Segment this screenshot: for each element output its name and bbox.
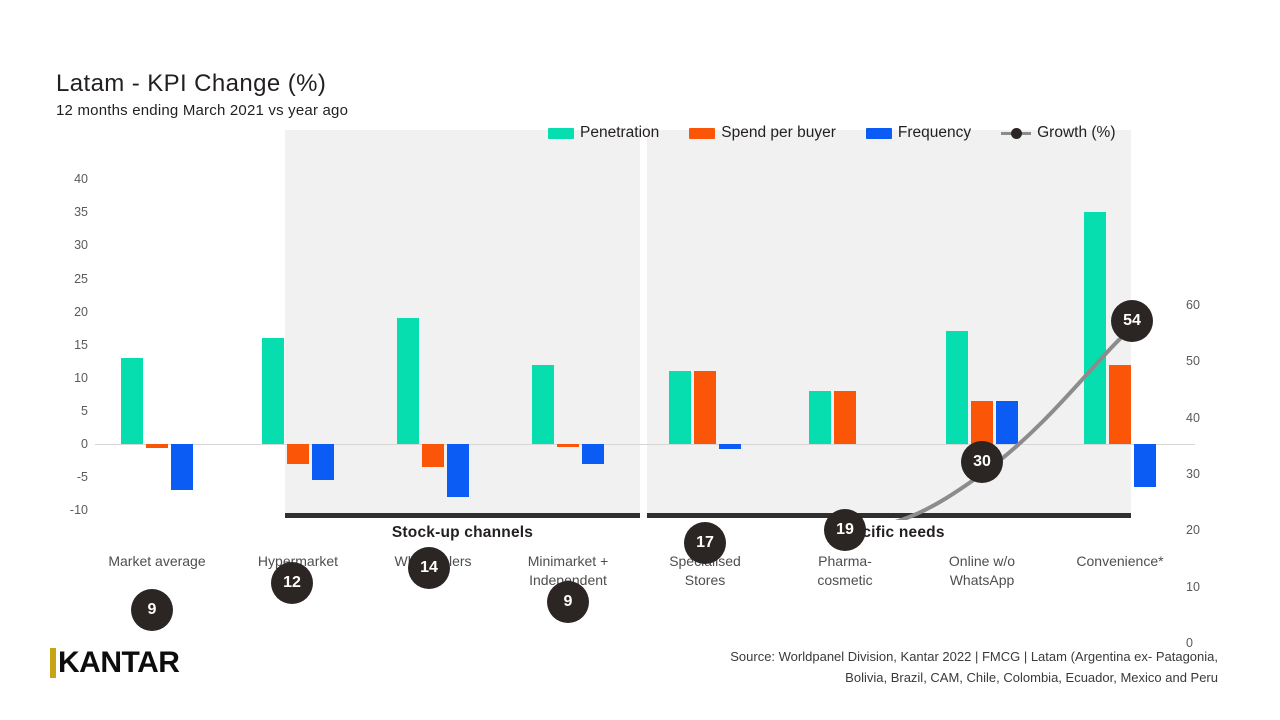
- legend-swatch-penetration: [548, 127, 574, 139]
- left-axis-tick-10: 10: [74, 370, 88, 385]
- left-axis-tick-5: 5: [81, 403, 88, 418]
- bar-frequency-3[interactable]: [582, 444, 604, 464]
- category-label-pharma-cosmetic: Pharma-cosmetic: [770, 552, 920, 590]
- left-axis-tick-0: 0: [81, 437, 88, 451]
- bar-spend-per-buyer-5[interactable]: [834, 391, 856, 444]
- bar-penetration-4[interactable]: [669, 371, 691, 444]
- category-label-line: Stores: [684, 572, 726, 588]
- growth-marker-1[interactable]: 12: [271, 562, 313, 605]
- legend-label-penetration: Penetration: [580, 124, 660, 141]
- category-label-line: cosmetic: [817, 572, 873, 588]
- chart-plot-area: 40 35 30 25 20 15 10 5 0 -5 -10 60 50 40 30 20 10 0 9 12 1…: [0, 130, 1280, 649]
- growth-marker-0[interactable]: 9: [131, 589, 173, 632]
- growth-marker-4[interactable]: 17: [684, 522, 726, 565]
- bar-penetration-3[interactable]: [532, 364, 554, 444]
- bar-penetration-1[interactable]: [262, 338, 284, 444]
- legend-item-growth[interactable]: Growth (%): [1001, 124, 1116, 142]
- bar-spend-per-buyer-1[interactable]: [287, 444, 309, 464]
- chart-legend: Penetration Spend per buyer Frequency Gr…: [548, 124, 1116, 142]
- legend-item-penetration[interactable]: Penetration: [548, 124, 659, 142]
- bar-penetration-2[interactable]: [397, 318, 419, 444]
- bar-groups: [0, 130, 1280, 520]
- right-value-axis: 60 50 40 30 20 10 0: [1186, 130, 1232, 649]
- category-label-online-w-o-whatsapp: Online w/o WhatsApp: [907, 552, 1057, 590]
- page-subtitle: 12 months ending March 2021 vs year ago: [56, 102, 349, 119]
- growth-marker-2[interactable]: 14: [408, 547, 450, 590]
- legend-swatch-frequency: [865, 127, 892, 139]
- category-label-minimarket-independent: Minimarket + Independent: [493, 552, 643, 590]
- right-axis-tick-30: 30: [1186, 467, 1200, 481]
- source-note: Source: Worldpanel Division, Kantar 2022…: [618, 646, 1218, 688]
- separator-rule-stock-up: [285, 513, 640, 518]
- zero-baseline: [95, 444, 1195, 445]
- right-axis-tick-50: 50: [1186, 354, 1200, 369]
- bar-spend-per-buyer-7[interactable]: [1109, 364, 1131, 444]
- right-axis-tick-40: 40: [1186, 410, 1200, 425]
- bar-penetration-5[interactable]: [809, 391, 831, 444]
- bar-frequency-4[interactable]: [719, 444, 741, 450]
- category-label-market-average: Market average: [82, 552, 232, 571]
- left-axis-tick-20: 20: [74, 304, 88, 319]
- category-label-line: WhatsApp: [949, 572, 1015, 588]
- bar-spend-per-buyer-4[interactable]: [694, 371, 716, 444]
- growth-marker-6[interactable]: 30: [961, 441, 1003, 483]
- category-label-line: Market average: [108, 553, 206, 569]
- right-axis-tick-10: 10: [1186, 579, 1200, 594]
- right-axis-tick-0: 0: [1186, 636, 1193, 650]
- category-label-line: Minimarket +: [527, 553, 609, 569]
- legend-label-frequency: Frequency: [897, 124, 972, 141]
- left-axis-tick-40: 40: [74, 172, 88, 187]
- legend-line-marker-icon: [1001, 127, 1032, 139]
- legend-swatch-spend-per-buyer: [689, 127, 716, 139]
- left-axis-tick-30: 30: [74, 238, 88, 253]
- bar-spend-per-buyer-0[interactable]: [146, 444, 168, 448]
- category-label-convenience: Convenience*: [1045, 552, 1195, 571]
- growth-marker-3[interactable]: 9: [547, 581, 589, 624]
- left-value-axis: 40 35 30 25 20 15 10 5 0 -5 -10: [42, 130, 88, 520]
- bar-frequency-2[interactable]: [447, 444, 469, 497]
- bar-spend-per-buyer-3[interactable]: [557, 444, 579, 447]
- category-label-hypermarket: Hypermarket: [223, 552, 373, 571]
- category-label-line: Independent: [529, 572, 607, 588]
- right-axis-tick-20: 20: [1186, 523, 1200, 538]
- logo-wordmark: KANTAR: [58, 646, 180, 679]
- left-axis-tick-15: 15: [74, 337, 88, 352]
- category-label-line: Convenience*: [1076, 553, 1164, 569]
- legend-item-spend-per-buyer[interactable]: Spend per buyer: [689, 124, 836, 142]
- category-label-line: Online w/o: [948, 553, 1016, 569]
- logo-accent-bar-icon: [50, 648, 56, 678]
- bar-frequency-6[interactable]: [996, 400, 1018, 444]
- bar-frequency-7[interactable]: [1134, 444, 1156, 488]
- left-axis-tick-35: 35: [74, 205, 88, 220]
- left-axis-tick-neg5: -5: [76, 470, 88, 485]
- page-title: Latam - KPI Change (%): [56, 70, 327, 97]
- source-line-2: Bolivia, Brazil, CAM, Chile, Colombia, E…: [845, 670, 1218, 685]
- growth-marker-5[interactable]: 19: [824, 508, 866, 551]
- group-header-stock-up-channels: Stock-up channels: [391, 524, 534, 541]
- kantar-logo: KANTAR: [50, 646, 180, 680]
- right-axis-tick-60: 60: [1186, 298, 1200, 312]
- bar-penetration-6[interactable]: [946, 331, 968, 444]
- category-label-line: Hypermarket: [257, 553, 339, 569]
- left-axis-tick-25: 25: [74, 271, 88, 286]
- bar-penetration-0[interactable]: [121, 357, 143, 444]
- separator-rule-specific-needs: [647, 513, 1131, 518]
- bar-spend-per-buyer-2[interactable]: [422, 444, 444, 468]
- category-label-line: Pharma-: [818, 553, 872, 569]
- left-axis-tick-neg10: -10: [69, 503, 88, 518]
- bar-spend-per-buyer-6[interactable]: [971, 400, 993, 444]
- source-line-1: Source: Worldpanel Division, Kantar 2022…: [730, 649, 1218, 664]
- legend-item-frequency[interactable]: Frequency: [865, 124, 972, 142]
- bar-penetration-7[interactable]: [1084, 212, 1106, 444]
- category-axis-labels: Market averageHypermarketWholesalersMini…: [0, 552, 1280, 612]
- bar-frequency-1[interactable]: [312, 444, 334, 481]
- bar-frequency-0[interactable]: [171, 444, 193, 491]
- legend-label-growth: Growth (%): [1037, 124, 1116, 141]
- growth-marker-7[interactable]: 54: [1111, 299, 1153, 342]
- legend-label-spend-per-buyer: Spend per buyer: [721, 124, 836, 141]
